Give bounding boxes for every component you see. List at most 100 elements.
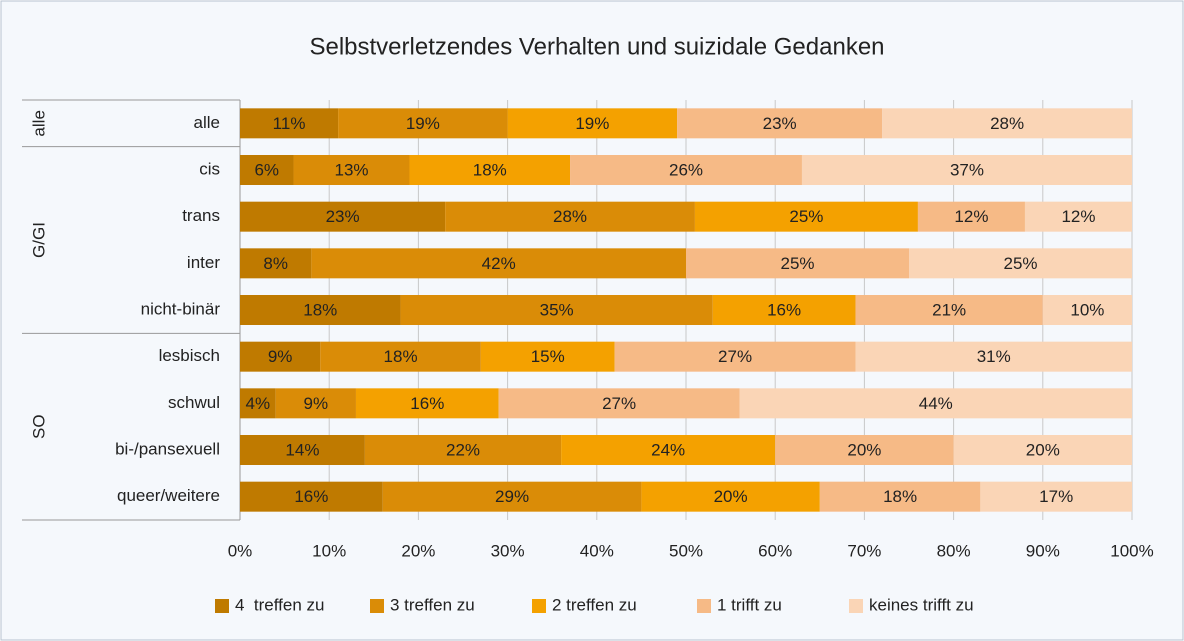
x-tick-label: 30% <box>491 541 525 560</box>
bar-segment <box>1024 201 1132 232</box>
legend-label: 2 treffen zu <box>552 595 637 614</box>
legend-swatch <box>370 599 384 613</box>
data-label: 44% <box>919 394 953 413</box>
bar-segment <box>686 248 909 279</box>
data-label: 4% <box>246 394 271 413</box>
data-label: 13% <box>334 160 368 179</box>
bar-segment <box>694 201 918 232</box>
bar-segment <box>855 295 1043 325</box>
bar-segment <box>355 388 499 419</box>
data-label: 10% <box>1070 300 1104 319</box>
data-label: 16% <box>410 394 444 413</box>
data-label: 42% <box>482 254 516 273</box>
bar-segment <box>311 248 686 279</box>
data-label: 20% <box>714 487 748 506</box>
bar-segment <box>980 481 1132 512</box>
bar-segment <box>1042 295 1132 325</box>
data-label: 29% <box>495 487 529 506</box>
bar-segment <box>293 155 410 185</box>
data-label: 37% <box>950 160 984 179</box>
data-label: 8% <box>263 254 288 273</box>
bar-segment <box>917 201 1025 232</box>
legend-label: 4 treffen zu <box>235 595 324 614</box>
y-tick-label: nicht-binär <box>141 299 221 318</box>
bar-segment <box>240 388 276 419</box>
bar-segment <box>240 341 321 372</box>
data-label: 25% <box>789 207 823 226</box>
bar-segment <box>240 435 365 465</box>
data-label: 11% <box>273 114 306 133</box>
bar-segment <box>480 341 615 372</box>
chart-title: Selbstverletzendes Verhalten und suizida… <box>309 33 884 60</box>
bar-segment <box>561 435 776 465</box>
bar-segment <box>819 481 981 512</box>
data-label: 18% <box>883 487 917 506</box>
data-label: 16% <box>294 487 328 506</box>
data-label: 22% <box>446 440 480 459</box>
data-label: 12% <box>954 207 988 226</box>
bar-segment <box>498 388 740 419</box>
data-label: 18% <box>303 300 337 319</box>
data-label: 23% <box>763 114 797 133</box>
data-label: 21% <box>932 300 966 319</box>
x-tick-label: 0% <box>228 541 253 560</box>
data-label: 24% <box>651 440 685 459</box>
bar-segment <box>882 108 1132 139</box>
x-tick-label: 60% <box>758 541 792 560</box>
x-tick-label: 50% <box>669 541 703 560</box>
bar-segment <box>775 435 954 465</box>
group-label: SO <box>29 414 48 439</box>
y-tick-label: trans <box>182 206 220 225</box>
bar-segment <box>240 248 312 279</box>
data-label: 35% <box>540 300 574 319</box>
y-tick-label: schwul <box>168 393 220 412</box>
bar-segment <box>507 108 678 139</box>
x-tick-label: 100% <box>1110 541 1153 560</box>
x-tick-label: 10% <box>312 541 346 560</box>
bar-segment <box>382 481 642 512</box>
bar-segment <box>445 201 695 232</box>
legend-swatch <box>849 599 863 613</box>
data-label: 20% <box>847 440 881 459</box>
data-label: 28% <box>553 207 587 226</box>
y-tick-label: lesbisch <box>159 346 220 365</box>
data-label: 18% <box>473 160 507 179</box>
data-label: 14% <box>285 440 319 459</box>
bar-segment <box>570 155 802 185</box>
data-label: 23% <box>326 207 360 226</box>
legend-swatch <box>697 599 711 613</box>
bar-segment <box>739 388 1132 419</box>
data-label: 12% <box>1061 207 1095 226</box>
y-tick-label: cis <box>199 159 220 178</box>
legend-swatch <box>215 599 229 613</box>
y-tick-label: inter <box>187 253 220 272</box>
bar-segment <box>953 435 1132 465</box>
data-label: 9% <box>304 394 329 413</box>
bar-segment <box>275 388 356 419</box>
bar-segment <box>855 341 1132 372</box>
data-label: 9% <box>268 347 293 366</box>
legend-label: 1 trifft zu <box>717 595 782 614</box>
bar-segment <box>614 341 856 372</box>
y-tick-label: bi-/pansexuell <box>115 439 220 458</box>
data-label: 15% <box>531 347 565 366</box>
bar-segment <box>400 295 713 325</box>
data-label: 25% <box>1003 254 1037 273</box>
legend-label: keines trifft zu <box>869 595 974 614</box>
data-label: 18% <box>384 347 418 366</box>
data-label: 26% <box>669 160 703 179</box>
legend-swatch <box>532 599 546 613</box>
data-label: 19% <box>575 114 609 133</box>
data-label: 20% <box>1026 440 1060 459</box>
bar-segment <box>240 295 401 325</box>
data-label: 19% <box>406 114 440 133</box>
x-tick-label: 20% <box>401 541 435 560</box>
group-label: G/GI <box>29 222 48 258</box>
bar-segment <box>240 108 339 139</box>
bar-segment <box>712 295 856 325</box>
bar-segment <box>641 481 820 512</box>
data-label: 31% <box>977 347 1011 366</box>
x-tick-label: 80% <box>937 541 971 560</box>
legend-label: 3 treffen zu <box>390 595 475 614</box>
